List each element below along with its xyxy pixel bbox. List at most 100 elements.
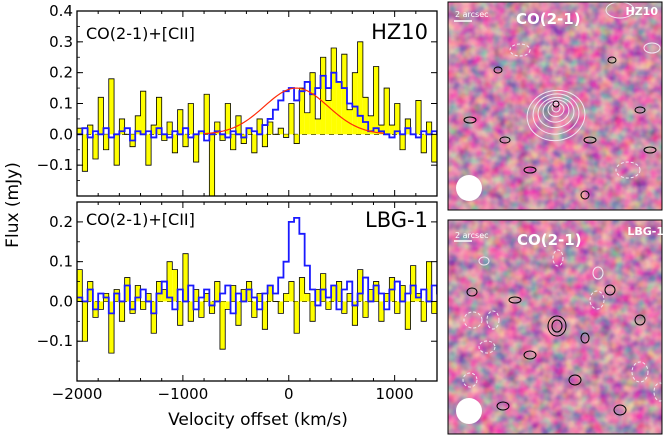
lbg1-co-bar	[151, 301, 157, 334]
hz10-co-bar	[278, 128, 284, 135]
hz10-noise-contour	[643, 146, 657, 154]
lbg1-co-bar	[384, 293, 390, 302]
hz10-noise-contour	[607, 56, 617, 64]
hz10-co-bar	[156, 97, 162, 135]
hz10-co-bar	[225, 103, 231, 135]
lbg1-co-bar	[198, 301, 205, 318]
lbg1-co-bar	[167, 261, 173, 302]
hz10-ticks: −0.1 0.0 0.1 0.2 0.3 0.4	[37, 2, 438, 197]
lbg1-co-bar	[431, 301, 437, 314]
lbg1-ytick-label: 0.0	[49, 292, 73, 310]
lbg1-co-bar	[315, 289, 321, 302]
lbg1-contour-dashed	[478, 340, 496, 354]
hz10-contour-ring	[526, 89, 586, 142]
lbg1-co-bar	[108, 301, 115, 354]
hz10-map-title: CO(2-1)	[516, 10, 581, 28]
hz10-co-bar	[77, 128, 83, 135]
hz10-co-bar	[172, 134, 178, 153]
lbg1-axes-frame	[76, 201, 438, 382]
lbg1-co-map: 2 arcsec CO(2-1) LBG-1	[447, 219, 664, 435]
hz10-contour-ring	[547, 101, 565, 118]
y-axis-label: Flux (mJy)	[3, 162, 23, 248]
hz10-ytick-label: 0.3	[49, 33, 73, 51]
hz10-contour-dashed	[509, 43, 531, 57]
lbg1-co-bar	[262, 301, 268, 330]
lbg1-co-bar	[304, 293, 310, 302]
lbg1-contour-dashed	[653, 382, 662, 402]
lbg1-co-bar	[209, 301, 215, 314]
hz10-co-bar	[140, 91, 146, 135]
hz10-co-bar	[325, 100, 332, 135]
lbg1-noise-contour	[568, 374, 582, 386]
hz10-co-bar	[251, 134, 257, 153]
lbg1-co-bar	[421, 301, 427, 322]
hz10-co-bar	[214, 122, 220, 135]
hz10-co-bar	[384, 88, 390, 135]
lbg1-co-bar	[114, 289, 120, 302]
hz10-map-frame	[447, 1, 663, 211]
hz10-contour-core	[552, 100, 560, 108]
lbg1-co-bar	[352, 301, 358, 326]
lbg1-co-bar	[188, 301, 194, 322]
lbg1-co-bar	[278, 301, 284, 314]
hz10-co-bar	[114, 134, 120, 166]
lbg1-co-bar	[145, 293, 152, 302]
hz10-noise-contour	[523, 166, 537, 174]
hz10-co-bar	[198, 131, 205, 135]
hz10-co-bar	[299, 88, 305, 135]
hz10-co-bar	[309, 72, 316, 135]
lbg1-co-outline	[77, 253, 437, 354]
lbg1-co-bar	[288, 281, 295, 302]
hz10-co-histogram	[77, 41, 437, 196]
lbg1-co-bar	[378, 301, 385, 322]
lbg1-noise-contour	[523, 350, 537, 360]
lbg1-contour-ring	[547, 315, 567, 337]
lbg1-spectrum-panel: −0.1 0.0 0.1 0.2 −2000 −1000 0 1000 CO(2-1)+[CI…	[37, 201, 442, 403]
x-axis-label: Velocity offset (km/s)	[168, 410, 348, 430]
lbg1-co-bar	[347, 293, 353, 302]
hz10-co-bar	[405, 118, 411, 135]
hz10-map-label: HZ10	[626, 5, 659, 18]
lbg1-ytick-label: 0.1	[49, 253, 73, 271]
lbg1-co-bar	[283, 293, 289, 302]
lbg1-co-bar	[214, 281, 220, 302]
lbg1-contour-dashed	[631, 361, 649, 383]
lbg1-co-bar	[341, 301, 347, 314]
hz10-contour-dashed	[615, 161, 641, 179]
hz10-co-bar	[92, 134, 99, 159]
hz10-noise-contour	[463, 116, 477, 124]
hz10-noise-contour	[580, 190, 590, 200]
hz10-co-bar	[108, 78, 115, 135]
lbg1-noise-contour	[466, 287, 478, 297]
lbg1-contour-dashed	[463, 311, 483, 329]
lbg1-co-bar	[140, 301, 146, 310]
hz10-co-bar	[87, 125, 93, 135]
lbg1-contour-dashed	[589, 290, 605, 310]
lbg1-co-bar	[426, 261, 432, 302]
hz10-co-bar	[294, 134, 300, 144]
hz10-contour-ring	[551, 103, 561, 113]
hz10-co-bar	[283, 134, 289, 138]
lbg1-co-bar	[405, 301, 411, 330]
hz10-co-bar	[182, 134, 189, 147]
lbg1-contour-dashed	[486, 310, 500, 330]
lbg1-co-bar	[225, 301, 231, 310]
lbg1-contour-solid	[592, 266, 604, 280]
lbg1-co-bar	[336, 281, 342, 302]
lbg1-co-bar	[437, 282, 442, 302]
lbg1-xtick-label: 1000	[376, 385, 414, 403]
hz10-co-bar	[145, 134, 152, 166]
hz10-noise-contour	[499, 136, 511, 144]
hz10-co-bar	[103, 134, 109, 150]
hz10-co-bar	[368, 115, 374, 135]
hz10-co-bar	[267, 122, 273, 135]
hz10-co-bar	[373, 66, 379, 135]
lbg1-co-bar	[219, 301, 226, 350]
hz10-co-bar	[262, 134, 268, 147]
hz10-co-bar	[98, 97, 104, 135]
hz10-co-bar	[378, 125, 385, 135]
lbg1-co-bar	[193, 289, 199, 302]
hz10-co-bar	[193, 134, 199, 163]
hz10-co-bar	[331, 48, 337, 135]
